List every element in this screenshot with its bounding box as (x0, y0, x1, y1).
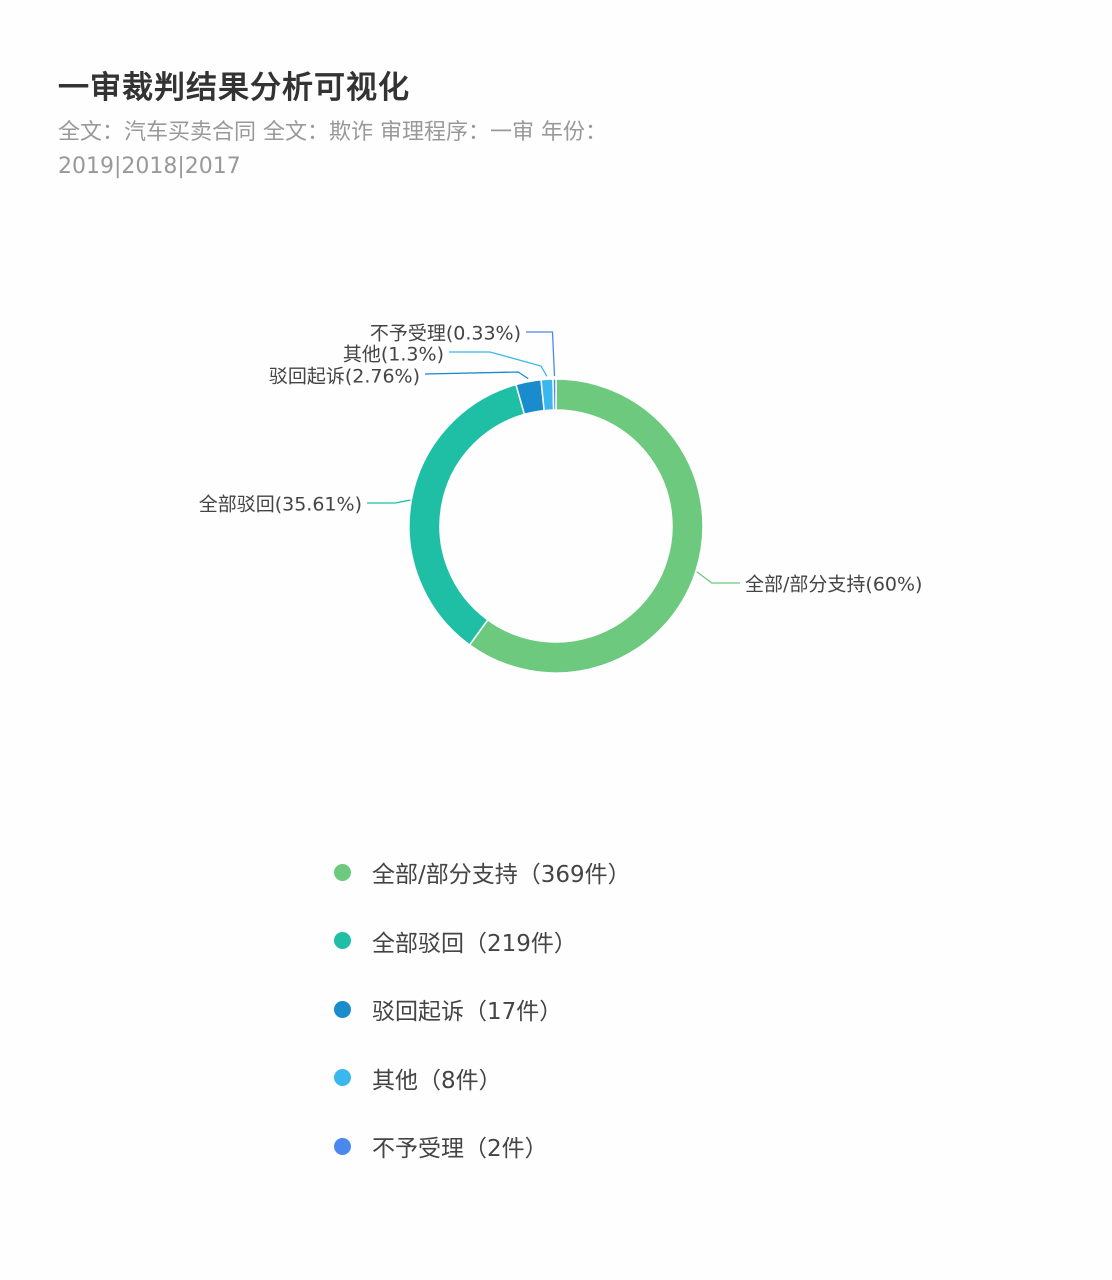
slice-4[interactable] (552, 378, 557, 411)
legend-item[interactable]: 不予受理（2件） (334, 1112, 631, 1181)
legend-label: 驳回起诉（17件） (372, 999, 563, 1026)
legend-dot-icon (334, 1137, 351, 1155)
donut-chart: 全部/部分支持(60%) 全部驳回(35.61%) 驳回起诉(2.76%)其他(1.… (199, 323, 922, 674)
chart-filters: 全文：汽车买卖合同 全文：欺诈 审理程序：一审 年份：2019|2018|201… (58, 120, 607, 179)
slice-label-4: 不予受理(0.33%) (370, 323, 521, 345)
legend-label: 全部驳回（219件） (372, 930, 577, 957)
leader-line-1 (367, 499, 411, 504)
legend-dot-icon (334, 1000, 351, 1018)
legend-item[interactable]: 全部/部分支持（369件） (334, 838, 631, 907)
legend-item[interactable]: 全部驳回（219件） (334, 907, 631, 976)
slice-label-0: 全部/部分支持(60%) (745, 574, 922, 596)
legend-dot-icon (334, 863, 351, 881)
legend-item[interactable]: 其他（8件） (334, 1044, 631, 1113)
legend-item[interactable]: 驳回起诉（17件） (334, 975, 631, 1044)
leader-line-3 (449, 351, 548, 377)
legend-label: 全部/部分支持（369件） (372, 862, 631, 889)
slice-0[interactable] (468, 378, 704, 674)
legend-dot-icon (334, 1069, 351, 1087)
slice-1[interactable] (408, 383, 526, 646)
legend-dot-icon (334, 932, 351, 950)
leader-line-2 (424, 371, 529, 380)
leader-line-0 (696, 571, 740, 584)
legend-label: 不予受理（2件） (372, 1136, 548, 1163)
leader-line-4 (526, 331, 556, 377)
slice-label-2: 驳回起诉(2.76%) (269, 366, 420, 388)
slice-label-3: 其他(1.3%) (343, 344, 444, 366)
legend: 全部/部分支持（369件） 全部驳回（219件） 驳回起诉（17件） 其他（8件） 不予… (334, 838, 631, 1181)
legend-label: 其他（8件） (372, 1067, 502, 1094)
chart-title: 一审裁判结果分析可视化 (58, 70, 410, 106)
slice-label-1: 全部驳回(35.61%) (199, 494, 362, 516)
